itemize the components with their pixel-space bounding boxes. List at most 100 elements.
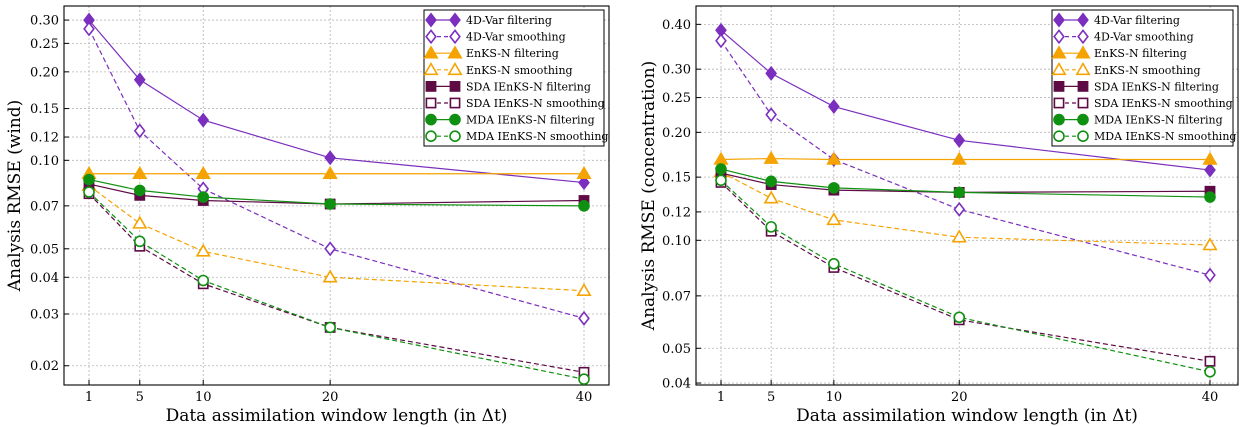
data-point: [195, 165, 211, 180]
legend-marker: [449, 81, 461, 92]
series-line: [720, 172, 1211, 194]
legend-item: SDA IEnKS-N smoothing: [1053, 97, 1233, 110]
y-tick-label: 0.02: [30, 359, 59, 374]
x-tick-label: 1: [85, 390, 93, 405]
data-point: [951, 229, 967, 243]
series-group: [81, 12, 592, 385]
legend-item: 4D-Var smoothing: [1053, 29, 1194, 45]
series-4d-var-filtering: [715, 22, 1216, 178]
y-tick-label: 0.20: [30, 65, 59, 80]
series-line: [720, 179, 1211, 373]
legend-label: SDA IEnKS-N smoothing: [1094, 97, 1233, 110]
data-point: [132, 165, 148, 180]
series-mda-ienks-n-filtering: [83, 173, 590, 212]
series-4d-var-filtering: [83, 12, 590, 191]
y-tick-label: 0.20: [662, 126, 691, 141]
x-tick-label: 20: [951, 390, 968, 405]
y-tick-label: 0.12: [30, 131, 59, 146]
series-sda-ienks-n-smoothing: [715, 177, 1216, 367]
data-point: [953, 132, 966, 148]
legend-item: MDA IEnKS-N filtering: [1053, 113, 1223, 127]
y-axis-label: Analysis RMSE (concentration): [639, 61, 659, 331]
x-tick-label: 1: [717, 390, 725, 405]
legend: 4D-Var filtering 4D-Var smoothing EnKS-N f…: [423, 9, 608, 147]
data-point: [713, 151, 729, 165]
data-point: [763, 150, 779, 164]
y-tick-label: 0.25: [30, 37, 59, 52]
data-point: [322, 269, 338, 283]
legend: 4D-Var filtering 4D-Var smoothing EnKS-N f…: [1051, 9, 1236, 147]
legend-label: EnKS-N smoothing: [1094, 64, 1201, 77]
data-point: [324, 150, 337, 166]
legend-marker: [425, 81, 437, 92]
series-line: [88, 191, 585, 380]
data-point: [197, 112, 210, 128]
data-point: [324, 241, 337, 257]
data-point: [828, 257, 840, 270]
x-axis-label: Data assimilation window length (in Δt): [166, 406, 508, 426]
series-line: [720, 40, 1211, 276]
concentration-rmse-chart: 1 5 10 20 40 0.04 0.05 0.07 0.10 0.12 0.15 0.20 0.25…: [639, 5, 1239, 426]
legend-label: SDA IEnKS-N filtering: [1094, 80, 1219, 93]
series-line: [720, 157, 1210, 161]
y-tick-label: 0.07: [662, 289, 691, 304]
data-point: [715, 174, 727, 187]
legend-item: MDA IEnKS-N smoothing: [1053, 130, 1236, 143]
data-point: [827, 99, 840, 115]
legend-marker: [425, 12, 437, 28]
data-point: [83, 21, 95, 37]
series-line: [720, 171, 1211, 246]
data-point: [324, 198, 336, 210]
data-point: [953, 201, 966, 217]
data-point: [132, 215, 148, 229]
legend-item: 4D-Var filtering: [425, 12, 552, 28]
y-tick-label: 0.40: [662, 18, 691, 33]
data-point: [133, 184, 146, 197]
data-point: [953, 186, 966, 199]
data-point: [195, 243, 211, 257]
data-point: [1204, 191, 1216, 203]
series-mda-ienks-n-filtering: [715, 163, 1216, 203]
data-point: [83, 173, 95, 186]
data-point: [826, 151, 842, 165]
legend-marker: [1053, 12, 1065, 28]
data-point: [576, 165, 592, 180]
legend-item: MDA IEnKS-N filtering: [425, 114, 595, 127]
y-tick-label: 0.04: [662, 377, 691, 392]
x-tick-label: 5: [767, 390, 775, 405]
legend-marker: [425, 29, 437, 45]
legend-label: EnKS-N filtering: [466, 47, 559, 60]
data-point: [1202, 151, 1218, 165]
legend-marker: [1051, 62, 1067, 76]
legend-label: EnKS-N filtering: [1094, 47, 1187, 60]
data-point: [765, 65, 778, 81]
legend-marker: [425, 130, 437, 142]
legend-marker: [447, 45, 463, 59]
y-axis: 0.04 0.05 0.07 0.10 0.12 0.15 0.20 0.25 0.30 0.40: [662, 18, 701, 392]
legend-label: 4D-Var smoothing: [1094, 31, 1194, 44]
legend-marker: [1051, 45, 1067, 59]
legend-marker: [449, 130, 461, 142]
legend-label: SDA IEnKS-N smoothing: [466, 97, 605, 110]
data-point: [133, 123, 146, 139]
legend-marker: [1053, 113, 1065, 126]
data-point: [324, 321, 336, 334]
legend-label: 4D-Var smoothing: [466, 31, 566, 44]
data-point: [578, 373, 590, 385]
data-point: [826, 212, 842, 226]
legend-label: MDA IEnKS-N filtering: [466, 114, 595, 127]
legend-label: EnKS-N smoothing: [466, 64, 573, 77]
series-enks-n-smoothing: [713, 164, 1218, 251]
legend-item: 4D-Var smoothing: [425, 29, 566, 45]
data-point: [1204, 267, 1216, 283]
legend-marker: [423, 45, 439, 59]
series-4d-var-smoothing: [715, 33, 1216, 283]
legend-marker: [1077, 29, 1089, 45]
data-point: [765, 175, 777, 188]
data-point: [715, 163, 727, 175]
series-line: [88, 193, 585, 373]
y-tick-label: 0.10: [30, 154, 59, 169]
legend-label: MDA IEnKS-N filtering: [1094, 114, 1223, 127]
legend-label: MDA IEnKS-N smoothing: [466, 130, 608, 143]
